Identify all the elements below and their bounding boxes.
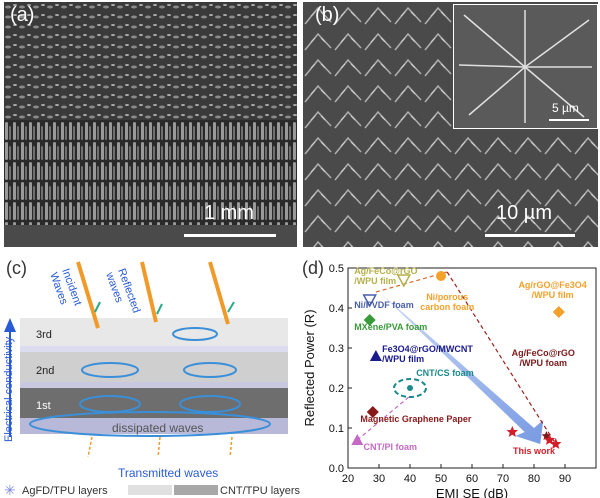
panel-c-svg: (c) 3rd 2nd 1st Electrical conductivity … <box>3 258 300 498</box>
point <box>363 314 376 326</box>
point <box>552 306 565 318</box>
conductivity-label: Electrical conductivity <box>3 336 15 442</box>
x-tick-label: 50 <box>435 473 447 485</box>
panel-d-chart: (d) 0.0 0.1 0.2 0.3 0.4 0.5 20 30 40 50 60 70 80 90 … <box>300 252 600 498</box>
layer-swatch-light <box>128 485 172 495</box>
point-label: MXene/PVA foam <box>354 322 427 332</box>
layer-2-cnt <box>20 352 288 382</box>
y-axis-label: Reflected Power (R) <box>302 309 317 426</box>
dashed-guide-top <box>375 271 448 293</box>
point <box>362 294 377 308</box>
trend-arrow <box>379 292 544 444</box>
layer-1-agfd <box>20 418 288 434</box>
layer-1-cnt <box>20 388 288 418</box>
point-label: Magnetic Graphene Paper <box>360 414 472 424</box>
point-label: Ni/porous carbon foam <box>420 292 474 312</box>
agfd-legend-label: AgFD/TPU layers <box>22 485 108 497</box>
dissipated-waves-label: dissipated waves <box>112 421 203 435</box>
y-tick-label: 0.4 <box>329 303 344 315</box>
panel-d-label: (d) <box>302 258 324 278</box>
point-label: Ag/FeCo@rGO/WPU foam <box>512 348 575 368</box>
point-this-work <box>506 426 519 437</box>
y-tick-label: 0.1 <box>329 423 344 435</box>
x-tick-label: 70 <box>497 473 509 485</box>
point <box>366 406 379 418</box>
panel-c-label: (c) <box>6 258 27 278</box>
panel-b-inset-scale-text: 5 µm <box>552 101 579 115</box>
transmitted-waves-label: Transmitted waves <box>118 466 218 480</box>
panel-a-texture <box>4 2 297 247</box>
panel-b-sem-image: 5 µm (b) 10 µm <box>303 2 598 247</box>
point-this-work <box>549 438 562 449</box>
panel-b-inset-scale-bar <box>549 119 589 121</box>
point <box>351 434 364 445</box>
x-tick-label: 40 <box>404 473 416 485</box>
layer-swatch-mid <box>174 485 218 495</box>
panel-b-scale-bar <box>485 234 575 237</box>
layer-label-2nd: 2nd <box>36 365 54 377</box>
point-label: CNT/PI foam <box>364 442 418 452</box>
chart-svg: (d) 0.00.10.20.30.40.5 20 30 40 50 60 70 80 90 … <box>302 258 597 498</box>
x-tick-label: 20 <box>342 473 354 485</box>
layer-2-agfd <box>20 382 288 388</box>
x-tick-label: 30 <box>373 473 385 485</box>
x-tick-label: 90 <box>559 473 571 485</box>
layer-3-cnt <box>20 318 288 346</box>
x-tick-label: 60 <box>466 473 478 485</box>
point-label: CNT/CS foam <box>416 368 474 378</box>
point-label: Ag/FeCo@rGO/WPU film <box>354 266 417 286</box>
panel-c-schematic: (c) 3rd 2nd 1st Electrical conductivity … <box>0 252 300 498</box>
point <box>436 271 446 281</box>
point <box>369 350 382 361</box>
point <box>407 385 413 391</box>
panel-b-scale-text: 10 µm <box>496 202 552 224</box>
dashed-guide-diagonal <box>446 271 557 445</box>
dashed-guide-low <box>356 395 411 441</box>
y-tick-label: 0.0 <box>329 463 344 475</box>
x-axis-label: EMI SE (dB) <box>436 486 508 498</box>
point-label: Ag/rGO@Fe3O4/WPU film <box>518 280 586 300</box>
point-label: This work <box>513 446 556 456</box>
x-tick-label: 80 <box>528 473 540 485</box>
panel-b-inset-texture <box>454 5 597 128</box>
panel-b-label: (b) <box>315 4 340 26</box>
panel-a-sem-image: (a) 1 mm <box>4 2 297 247</box>
point-label: Ni/PVDF foam <box>354 300 414 310</box>
conductivity-arrowhead <box>4 318 16 332</box>
y-tick-label: 0.3 <box>329 343 344 355</box>
layer-3-agfd <box>20 346 288 352</box>
point <box>393 378 427 398</box>
panel-a-label: (a) <box>10 4 35 26</box>
layer-label-1st: 1st <box>36 400 51 412</box>
point-label: Fe3O4@rGO/MWCNT/WPU film <box>382 344 473 364</box>
cnt-legend-label: CNT/TPU layers <box>220 485 300 497</box>
panel-b-inset: 5 µm <box>453 4 598 129</box>
layer-label-3rd: 3rd <box>36 329 52 341</box>
agfd-legend-icon: ✳ <box>4 482 16 498</box>
panel-a-scale-bar <box>184 234 276 237</box>
y-tick-label: 0.2 <box>329 383 344 395</box>
y-tick-label: 0.5 <box>329 263 344 275</box>
panel-a-scale-text: 1 mm <box>204 202 254 224</box>
point <box>396 274 412 288</box>
